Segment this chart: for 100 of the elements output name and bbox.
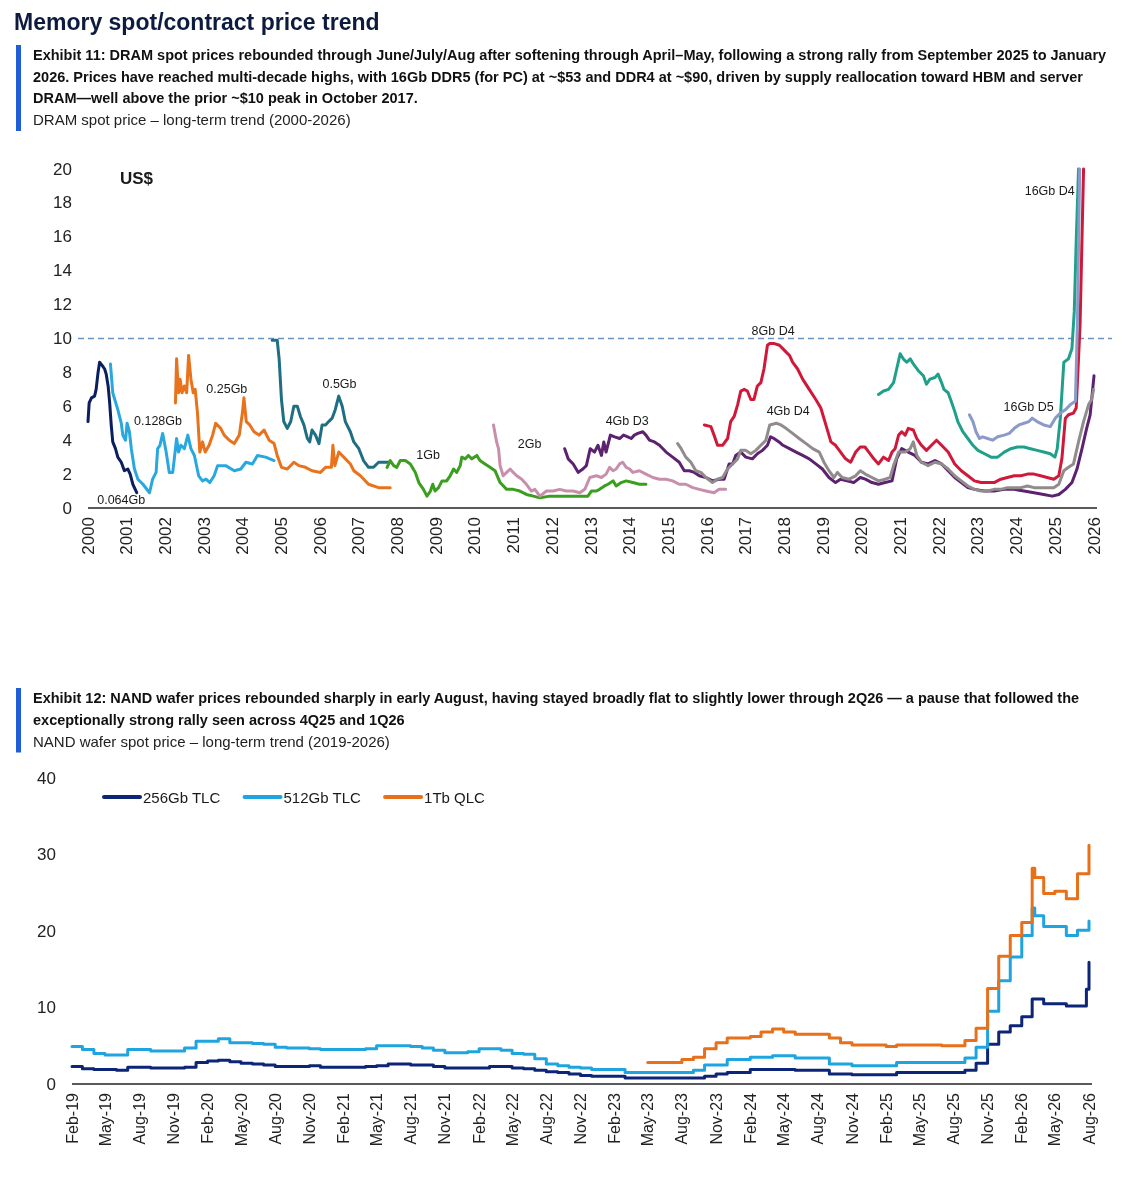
x-tick-label: May-22 [503,1092,521,1147]
chart-subtitle: NAND wafer spot price – long-term trend (2019-2026) [33,732,390,750]
line-series [702,167,1086,485]
y-tick-label: 20 [37,921,56,941]
x-tick-label: 2003 [194,517,214,555]
x-tick-label: Aug-20 [266,1092,284,1145]
x-tick-label: 2005 [271,517,291,555]
x-tick-label: Nov-23 [707,1092,725,1145]
x-tick-label: 2011 [504,517,524,554]
series-label: 0.25Gb [206,382,248,397]
x-tick-label: 2023 [968,517,988,555]
x-tick-label: 2007 [349,517,369,555]
x-tick-label: 2020 [852,517,872,555]
x-tick-label: 2022 [929,517,949,555]
x-tick-label: Nov-22 [572,1092,589,1145]
x-tick-label: Aug-19 [130,1092,148,1145]
x-tick-label: Aug-22 [537,1092,555,1145]
y-tick-label: 2 [62,464,72,484]
series-label: 0.5Gb [322,376,357,391]
x-tick-label: Feb-19 [63,1092,81,1144]
y-tick-label: 0 [46,1074,56,1094]
x-tick-label: Feb-26 [1013,1092,1031,1144]
y-tick-label: 20 [53,159,72,179]
x-tick-label: May-20 [232,1092,250,1147]
x-tick-label: May-19 [96,1092,114,1147]
line-series [108,362,276,495]
y-tick-label: 8 [62,362,72,382]
x-tick-label: 2013 [581,517,601,555]
chart-title: Exhibit 12: NAND wafer prices rebounded sharply in early August, having stayed broadly flat to slightly lower through 2Q26 — a pause that followed the exceptionally strong rally seen across 4Q25 and 1Q26 [33,690,1080,728]
series-label: 16Gb D4 [1024,184,1075,199]
y-tick-label: 16 [53,227,72,247]
line-series [270,338,391,469]
x-tick-label: Feb-25 [877,1092,895,1144]
x-tick-label: Aug-21 [402,1092,420,1145]
x-tick-label: May-25 [910,1092,928,1147]
y-tick-label: 30 [37,845,56,864]
x-tick-label: 2012 [542,517,562,555]
x-tick-label: Feb-22 [470,1092,488,1144]
x-tick-label: 2001 [117,517,137,555]
x-tick-label: 2025 [1045,517,1065,555]
x-tick-label: 2015 [658,517,678,555]
x-tick-label: Aug-24 [809,1092,827,1145]
x-tick-label: Aug-26 [1080,1092,1098,1145]
y-tick-label: 18 [53,193,72,213]
x-tick-label: May-23 [639,1092,657,1147]
y-tick-label: 10 [53,329,72,348]
x-tick-label: 2014 [620,517,640,555]
line-series [492,423,728,498]
chart-title: Exhibit 11: DRAM spot prices rebounded through June/July/Aug after softening through April–May, following a strong rally from September 2025 to January 2026. Prices have reached multi-decade highs, with 16Gb DDR5 (for PC) at ~$53 and DDR4 at ~$90, driven by supply reallocation toward HBM and server DRAM—well above the prior ~$10 peak in October 2017. [33,47,1107,106]
x-tick-label: 2017 [736,517,756,555]
line-series [967,167,1082,442]
x-tick-label: 2018 [774,517,794,555]
x-tick-label: Feb-21 [335,1092,353,1144]
legend-label: 512Gb TLC [283,788,361,806]
series-label: 0.064Gb [97,492,146,507]
x-tick-label: 2009 [426,517,446,555]
x-tick-label: 2021 [891,517,911,555]
x-tick-label: Nov-25 [979,1092,997,1145]
series-label: 0.128Gb [134,413,183,428]
x-tick-label: Feb-20 [199,1092,217,1144]
x-tick-label: May-26 [1046,1092,1064,1147]
y-tick-label: 4 [62,430,72,450]
y-tick-label: 6 [62,396,72,416]
text: Memory spot/contract price trend [14,9,380,35]
x-tick-label: Nov-24 [843,1092,861,1145]
y-tick-label: 12 [53,295,72,315]
x-tick-label: Nov-21 [436,1092,454,1145]
series-label: 4Gb D3 [605,413,649,428]
x-tick-label: Feb-24 [741,1092,759,1144]
chart-subtitle: DRAM spot price – long-term trend (2000-2026) [33,111,351,128]
x-tick-label: 2026 [1084,517,1104,555]
x-tick-label: May-24 [775,1092,793,1147]
y-tick-label: 40 [37,768,56,788]
y-axis-title: US$ [120,168,154,188]
y-tick-label: 14 [53,261,72,281]
x-tick-label: 2000 [78,517,98,555]
x-tick-label: May-21 [368,1092,386,1147]
series-label: 4Gb D4 [766,404,810,419]
x-tick-label: 2002 [155,517,175,555]
y-tick-label: 0 [62,498,72,518]
line-series [676,387,1096,493]
legend-label: 1Tb QLC [424,788,486,806]
x-tick-label: Nov-20 [300,1092,318,1145]
x-tick-label: 2004 [233,517,253,555]
x-tick-label: 2006 [310,517,330,555]
series-label: 2Gb [517,436,542,451]
line-series [876,167,1081,459]
x-tick-label: 2016 [697,517,717,555]
x-tick-label: Nov-19 [164,1092,182,1145]
x-tick-label: Feb-23 [606,1092,624,1144]
series-label: 16Gb D5 [1003,399,1054,414]
x-tick-label: 2008 [388,517,408,555]
legend-label: 256Gb TLC [143,788,221,806]
y-tick-label: 10 [37,998,56,1017]
series-label: 8Gb D4 [751,324,795,339]
series-label: 1Gb [416,448,440,463]
x-tick-label: Aug-23 [673,1092,691,1145]
x-tick-label: Aug-25 [944,1092,962,1145]
x-tick-label: 2010 [465,517,485,555]
x-tick-label: 2024 [1007,517,1027,555]
